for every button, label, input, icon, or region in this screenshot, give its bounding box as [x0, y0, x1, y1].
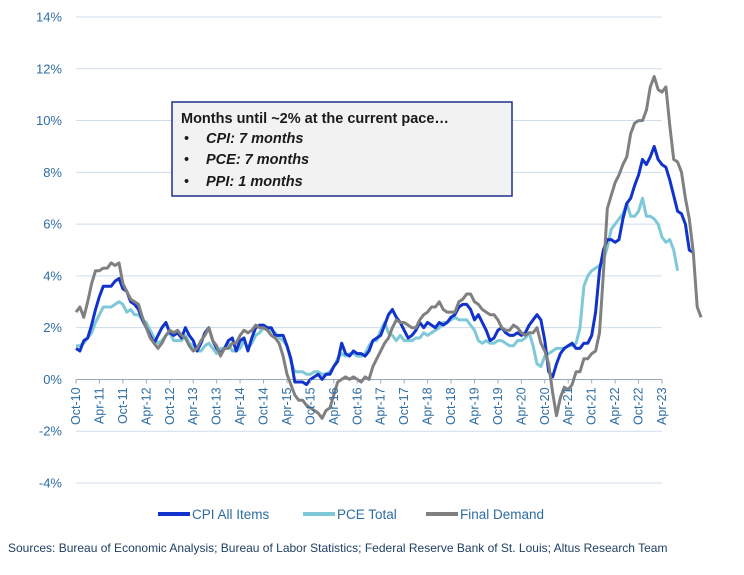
x-tick-label: Apr-16 [327, 387, 341, 425]
annotation-bullet: • [184, 174, 189, 190]
y-tick-label: 14% [36, 10, 62, 25]
x-tick-label: Oct-22 [632, 387, 646, 425]
x-tick-label: Oct-18 [444, 387, 458, 425]
y-tick-label: 0% [43, 372, 62, 387]
series-line-pce [76, 196, 680, 376]
x-tick-label: Oct-12 [163, 387, 177, 425]
annotation-box-frame [171, 101, 513, 197]
series-line-cpi [75, 144, 695, 387]
x-tick-label: Oct-13 [210, 387, 224, 425]
y-tick-label: 8% [43, 165, 62, 180]
annotation-bullet: • [184, 131, 189, 147]
source-note: Sources: Bureau of Economic Analysis; Bu… [8, 541, 668, 555]
x-tick-label: Apr-11 [92, 387, 106, 424]
x-tick-label: Apr-23 [655, 387, 669, 425]
annotation-title: Months until ~2% at the current pace… [181, 111, 449, 127]
x-tick-label: Apr-17 [374, 387, 388, 425]
x-tick-label: Oct-15 [303, 387, 317, 425]
legend: CPI All Items PCE Total Final Demand [158, 507, 544, 522]
series-lines [74, 75, 703, 420]
series-line-final-demand [74, 75, 703, 420]
x-tick-label: Oct-16 [350, 387, 364, 425]
legend-label-final-demand: Final Demand [460, 507, 544, 522]
annotation-box: Months until ~2% at the current pace… • … [171, 101, 513, 197]
x-tick-label: Apr-19 [467, 387, 481, 425]
legend-label-pce: PCE Total [337, 507, 397, 522]
y-axis-ticks: -4% -2% 0% 2% 4% 6% 8% 10% 12% 14% [36, 10, 62, 491]
x-tick-label: Apr-22 [608, 387, 622, 425]
x-tick-label: Oct-14 [257, 387, 271, 425]
x-tick-label: Apr-18 [421, 387, 435, 425]
annotation-item-ppi: PPI: 1 months [206, 174, 303, 190]
annotation-item-pce: PCE: 7 months [206, 152, 309, 168]
y-tick-label: 4% [43, 268, 62, 283]
x-axis-ticks: Oct-10 Apr-11 Oct-11 Apr-12 Oct-12 Apr-13 Oct-… [69, 379, 669, 425]
x-tick-label: Oct-10 [69, 387, 83, 425]
annotation-bullet: • [184, 152, 189, 168]
y-tick-label: -4% [39, 476, 63, 491]
x-tick-label: Oct-17 [397, 387, 411, 425]
x-tick-label: Apr-13 [186, 387, 200, 425]
y-tick-label: -2% [39, 424, 63, 439]
annotation-item-cpi: CPI: 7 months [206, 131, 303, 147]
x-tick-label: Oct-11 [116, 387, 130, 424]
y-tick-label: 10% [36, 113, 62, 128]
y-tick-label: 2% [43, 320, 62, 335]
legend-label-cpi: CPI All Items [192, 507, 270, 522]
x-tick-label: Apr-20 [514, 387, 528, 425]
y-tick-label: 12% [36, 61, 62, 76]
x-tick-label: Apr-14 [233, 387, 247, 425]
x-tick-label: Apr-12 [139, 387, 153, 425]
x-tick-label: Apr-21 [561, 387, 575, 425]
y-tick-label: 6% [43, 217, 62, 232]
x-tick-label: Apr-15 [280, 387, 294, 425]
x-tick-label: Oct-21 [585, 387, 599, 425]
x-tick-label: Oct-19 [491, 387, 505, 425]
x-tick-label: Oct-20 [538, 387, 552, 425]
